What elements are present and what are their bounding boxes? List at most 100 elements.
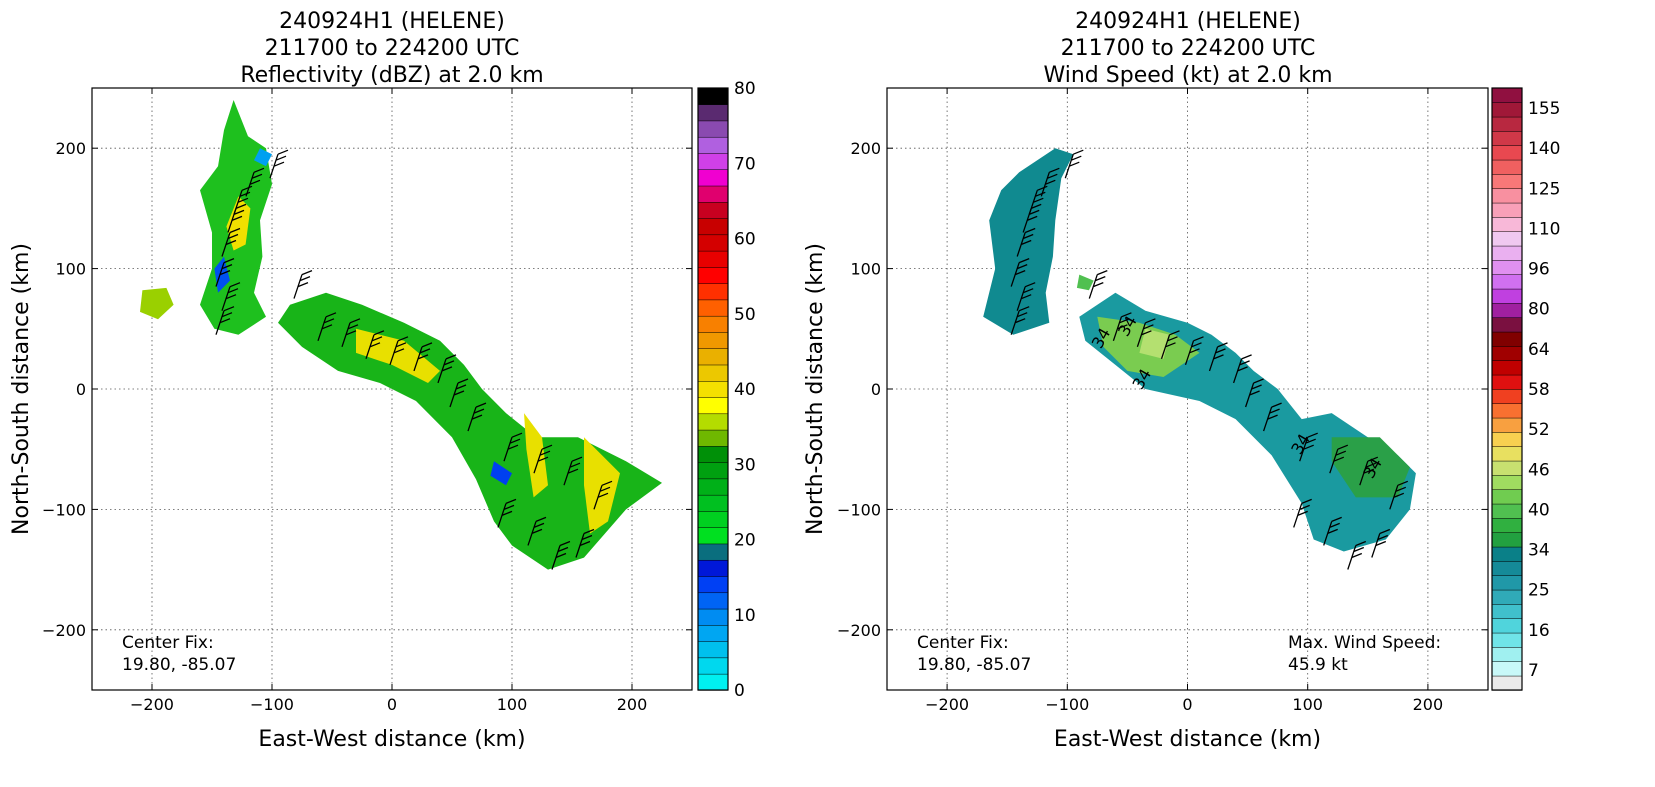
wind-barb — [437, 354, 457, 384]
colorbar-segment — [697, 87, 729, 105]
y-axis-label: North-South distance (km) — [803, 243, 828, 535]
colorbar-segment — [697, 217, 729, 236]
colorbar-tick-label: 50 — [734, 305, 756, 325]
colorbar-segment — [697, 120, 729, 138]
colorbar-segment — [1491, 87, 1523, 103]
wind-barb — [1088, 269, 1108, 299]
x-axis-label: East-West distance (km) — [1054, 727, 1321, 752]
x-tick-label: 0 — [387, 695, 397, 714]
wind-field-cell — [1076, 274, 1094, 291]
y-tick-label: −100 — [42, 500, 86, 519]
colorbar-segment — [1491, 560, 1523, 576]
wind-barb — [467, 402, 487, 432]
wind-barb — [497, 498, 517, 528]
y-tick-label: 0 — [76, 380, 86, 399]
wind-barb — [1022, 203, 1042, 233]
wind-barb — [413, 342, 433, 372]
colorbar-segment — [697, 461, 729, 480]
colorbar-segment — [697, 575, 729, 594]
wind-barb — [221, 227, 241, 257]
colorbar-segment — [1491, 446, 1523, 462]
colorbar-tick-label: 125 — [1528, 179, 1560, 199]
wind-barb — [1323, 516, 1342, 546]
colorbar-segment — [697, 348, 729, 366]
colorbar-segment — [697, 673, 729, 691]
wind-barb — [1232, 354, 1252, 384]
wind-barb — [1184, 336, 1204, 366]
colorbar-segment — [697, 250, 729, 268]
colorbar-segment — [697, 299, 729, 317]
colorbar-segment — [697, 380, 729, 398]
colorbar-segment — [697, 543, 729, 561]
echo-weak-blue-1 — [214, 256, 230, 293]
colorbar-tick-label: 110 — [1528, 220, 1560, 240]
wind-barb — [1299, 432, 1318, 462]
center-fix-label: Center Fix: — [917, 633, 1009, 653]
colorbar-segment — [697, 429, 729, 447]
y-tick-label: 200 — [55, 139, 86, 158]
colorbar-segment — [1491, 460, 1523, 476]
wind-barb — [1040, 167, 1060, 197]
wind-barb — [365, 330, 385, 360]
wind-barb — [1389, 480, 1409, 510]
colorbar-segment — [697, 315, 729, 333]
colorbar-segment — [697, 104, 729, 122]
wind-field-strong-3 — [1331, 437, 1410, 498]
colorbar-segment — [697, 152, 729, 171]
colorbar-segment — [697, 396, 729, 415]
colorbar-segment — [697, 201, 729, 219]
colorbar-segment — [697, 510, 729, 528]
echo-weak-blue-3 — [490, 461, 512, 486]
colorbar-segment — [1491, 575, 1523, 591]
colorbar-tick-label: 20 — [734, 531, 756, 551]
colorbar-segment — [1491, 503, 1523, 519]
colorbar-tick-label: 64 — [1528, 340, 1550, 360]
colorbar-segment — [1491, 603, 1523, 619]
wind-barb — [1347, 540, 1367, 570]
echo-core-yellow-4 — [524, 413, 548, 498]
wind-barb — [503, 432, 523, 462]
colorbar-tick-label: 40 — [734, 380, 756, 400]
colorbar-segment — [1491, 130, 1523, 146]
wind-barb — [527, 516, 547, 546]
colorbar-segment — [697, 282, 729, 301]
y-tick-label: −100 — [837, 500, 881, 519]
colorbar-tick-label: 80 — [734, 79, 756, 99]
colorbar-segment — [1491, 431, 1523, 447]
chart-title-line-2: 211700 to 224200 UTC — [1061, 36, 1316, 61]
colorbar-segment — [1491, 145, 1523, 161]
colorbar-segment — [1491, 317, 1523, 333]
colorbar-segment — [1491, 546, 1523, 562]
center-fix-value: 19.80, -85.07 — [917, 655, 1031, 675]
colorbar-segment — [1491, 245, 1523, 261]
colorbar-segment — [1491, 288, 1523, 304]
max-wind-value: 45.9 kt — [1288, 655, 1348, 675]
colorbar-segment — [697, 169, 729, 187]
colorbar-tick-label: 0 — [734, 681, 745, 701]
colorbar-tick-label: 60 — [734, 230, 756, 250]
wind-barb — [1244, 378, 1264, 408]
y-tick-label: 0 — [871, 380, 881, 399]
chart-title-line-1: 240924H1 (HELENE) — [279, 9, 505, 34]
colorbar-frame — [1491, 87, 1523, 691]
echo-core-yellow-2 — [356, 328, 440, 383]
colorbar-segment — [697, 136, 729, 154]
echo-cell-west — [140, 287, 174, 320]
x-tick-label: −200 — [130, 695, 174, 714]
wind-barb — [593, 480, 613, 510]
colorbar-segment — [1491, 517, 1523, 533]
wind-barb — [221, 282, 241, 311]
colorbar-segment — [697, 494, 729, 512]
wind-barb — [1359, 456, 1379, 486]
colorbar-tick-label: 96 — [1528, 260, 1550, 280]
colorbar-segment — [697, 592, 729, 610]
wind-barb — [227, 203, 247, 233]
wind-barb — [215, 257, 235, 287]
wind-barb — [1136, 318, 1156, 348]
y-axis-label: North-South distance (km) — [9, 243, 34, 535]
reflectivity-panel: 240924H1 (HELENE)211700 to 224200 UTCRef… — [9, 9, 756, 752]
wind-barb — [1010, 257, 1030, 287]
colorbar-tick-label: 34 — [1528, 541, 1550, 561]
colorbar-segment — [1491, 661, 1523, 677]
